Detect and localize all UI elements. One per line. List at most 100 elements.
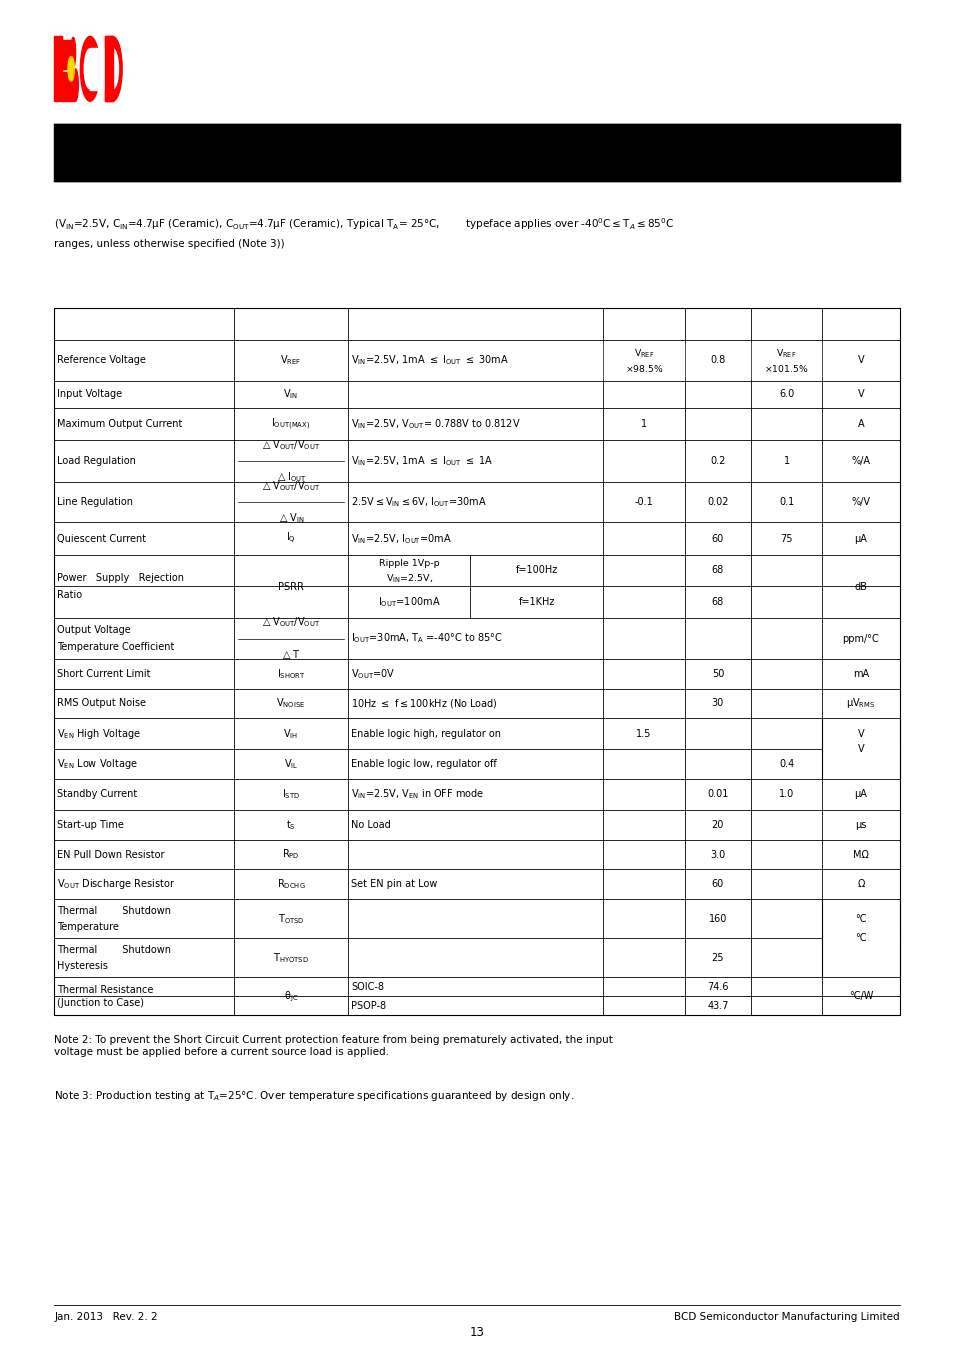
Text: Hysteresis: Hysteresis (57, 961, 108, 971)
Text: 1.0: 1.0 (779, 790, 793, 799)
Text: V$_{\rm IN}$=2.5V, 1mA $\leq$ I$_{\rm OUT}$ $\leq$ 30mA: V$_{\rm IN}$=2.5V, 1mA $\leq$ I$_{\rm OU… (351, 354, 508, 367)
Text: V$_{\rm IL}$: V$_{\rm IL}$ (283, 757, 298, 771)
Text: I$_{\rm STD}$: I$_{\rm STD}$ (281, 787, 300, 802)
Text: T$_{\rm HYOTSD}$: T$_{\rm HYOTSD}$ (273, 950, 309, 965)
Bar (54, 308, 899, 1015)
Ellipse shape (71, 38, 75, 68)
Text: 0.01: 0.01 (706, 790, 728, 799)
Text: °C: °C (854, 914, 866, 923)
Text: 1.5: 1.5 (636, 729, 651, 738)
Text: Ratio: Ratio (57, 590, 82, 599)
Text: PSRR: PSRR (277, 582, 304, 591)
Text: MΩ: MΩ (852, 849, 868, 860)
Text: Quiescent Current: Quiescent Current (57, 533, 146, 544)
Text: Line Regulation: Line Regulation (57, 497, 133, 508)
Text: R$_{\rm DCHG}$: R$_{\rm DCHG}$ (276, 878, 305, 891)
Text: 13: 13 (469, 1326, 484, 1339)
Text: Note 3: Production testing at T$_A$=25°C. Over temperature specifications guaran: Note 3: Production testing at T$_A$=25°C… (54, 1089, 574, 1103)
Text: 75: 75 (780, 533, 792, 544)
Text: Temperature: Temperature (57, 922, 119, 931)
Ellipse shape (103, 36, 122, 101)
Text: 74.6: 74.6 (706, 981, 728, 992)
Text: 0.1: 0.1 (779, 497, 793, 508)
Text: V$_{\rm IN}$=2.5V, V$_{\rm EN}$ in OFF mode: V$_{\rm IN}$=2.5V, V$_{\rm EN}$ in OFF m… (351, 787, 484, 802)
Text: No Load: No Load (351, 819, 391, 830)
Text: V$_{\rm REF}$: V$_{\rm REF}$ (776, 347, 796, 360)
Text: μV$_{\rm RMS}$: μV$_{\rm RMS}$ (845, 697, 875, 710)
Text: $\triangle$V$_{\rm IN}$: $\triangle$V$_{\rm IN}$ (277, 512, 304, 525)
Text: Note 2: To prevent the Short Circuit Current protection feature from being prema: Note 2: To prevent the Short Circuit Cur… (54, 1035, 613, 1057)
Text: 68: 68 (711, 566, 723, 575)
Text: V$_{\rm OUT}$=0V: V$_{\rm OUT}$=0V (351, 667, 395, 680)
Ellipse shape (107, 49, 118, 89)
Ellipse shape (80, 36, 100, 101)
Ellipse shape (84, 49, 95, 89)
Text: 68: 68 (711, 597, 723, 608)
Text: 0.02: 0.02 (706, 497, 728, 508)
Text: V$_{\rm EN}$ High Voltage: V$_{\rm EN}$ High Voltage (57, 726, 141, 741)
Text: (V$_{\rm IN}$=2.5V, C$_{\rm IN}$=4.7μF (Ceramic), C$_{\rm OUT}$=4.7μF (Ceramic),: (V$_{\rm IN}$=2.5V, C$_{\rm IN}$=4.7μF (… (54, 216, 674, 232)
Text: I$_{\rm OUT(MAX)}$: I$_{\rm OUT(MAX)}$ (271, 416, 311, 432)
Bar (105, 36, 112, 101)
Text: Thermal        Shutdown: Thermal Shutdown (57, 906, 171, 915)
Text: 160: 160 (708, 914, 726, 923)
Text: V$_{\rm IN}$=2.5V, V$_{\rm OUT}$= 0.788V to 0.812V: V$_{\rm IN}$=2.5V, V$_{\rm OUT}$= 0.788V… (351, 417, 520, 431)
Text: V$_{\rm IN}$=2.5V, I$_{\rm OUT}$=0mA: V$_{\rm IN}$=2.5V, I$_{\rm OUT}$=0mA (351, 532, 452, 545)
Text: Load Regulation: Load Regulation (57, 456, 136, 466)
Text: 3.0: 3.0 (710, 849, 724, 860)
Text: 10Hz $\leq$ f$\leq$100kHz (No Load): 10Hz $\leq$ f$\leq$100kHz (No Load) (351, 697, 497, 710)
Text: $\triangle$V$_{\rm OUT}$/V$_{\rm OUT}$: $\triangle$V$_{\rm OUT}$/V$_{\rm OUT}$ (261, 479, 320, 493)
Text: V$_{\rm REF}$: V$_{\rm REF}$ (633, 347, 654, 360)
Text: μA: μA (854, 790, 866, 799)
Bar (112, 39, 123, 99)
Text: V: V (857, 389, 863, 400)
Text: Set EN pin at Low: Set EN pin at Low (351, 879, 437, 890)
Text: V$_{\rm NOISE}$: V$_{\rm NOISE}$ (276, 697, 305, 710)
Text: 60: 60 (711, 533, 723, 544)
Text: $\times$101.5%: $\times$101.5% (763, 363, 808, 374)
Text: Thermal Resistance: Thermal Resistance (57, 984, 153, 995)
Bar (54, 124, 899, 181)
Text: 25: 25 (711, 953, 723, 963)
Text: I$_{\rm Q}$: I$_{\rm Q}$ (286, 531, 295, 547)
Text: T$_{\rm OTSD}$: T$_{\rm OTSD}$ (277, 911, 304, 926)
Text: V$_{\rm REF}$
$\times$98.5%: V$_{\rm REF}$ $\times$98.5% (623, 347, 663, 374)
Text: EN Pull Down Resistor: EN Pull Down Resistor (57, 849, 165, 860)
Text: R$_{\rm PD}$: R$_{\rm PD}$ (282, 848, 299, 861)
Text: °C: °C (854, 933, 866, 944)
Text: $\triangle$I$_{\rm OUT}$: $\triangle$I$_{\rm OUT}$ (275, 470, 306, 485)
Text: 1: 1 (782, 456, 789, 466)
Text: V$_{\rm OUT}$ Discharge Resistor: V$_{\rm OUT}$ Discharge Resistor (57, 878, 175, 891)
Text: Reference Voltage: Reference Voltage (57, 355, 146, 366)
Text: I$_{\rm OUT}$=30mA, T$_{\rm A}$ =-40°C to 85°C: I$_{\rm OUT}$=30mA, T$_{\rm A}$ =-40°C t… (351, 632, 502, 645)
Text: $\triangle$V$_{\rm OUT}$/V$_{\rm OUT}$: $\triangle$V$_{\rm OUT}$/V$_{\rm OUT}$ (261, 437, 320, 451)
Text: Maximum Output Current: Maximum Output Current (57, 418, 182, 429)
Bar (822, 934, 898, 942)
Text: dB: dB (854, 582, 866, 591)
Text: V$_{\rm IN}$=2.5V, 1mA $\leq$ I$_{\rm OUT}$ $\leq$ 1A: V$_{\rm IN}$=2.5V, 1mA $\leq$ I$_{\rm OU… (351, 454, 493, 468)
Text: PSOP-8: PSOP-8 (351, 1000, 386, 1011)
Text: f=1KHz: f=1KHz (518, 597, 555, 608)
Text: 30: 30 (711, 698, 723, 709)
Text: I$_{\rm SHORT}$: I$_{\rm SHORT}$ (276, 667, 305, 680)
Text: %/A: %/A (851, 456, 869, 466)
Bar (751, 342, 821, 379)
Text: 60: 60 (711, 879, 723, 890)
Text: Ω: Ω (857, 879, 863, 890)
Text: 20: 20 (711, 819, 723, 830)
Text: 50: 50 (711, 668, 723, 679)
Text: A: A (857, 418, 863, 429)
Text: 0.2: 0.2 (709, 456, 725, 466)
Text: Input Voltage: Input Voltage (57, 389, 122, 400)
Text: 0.8: 0.8 (710, 355, 724, 366)
Text: $\triangle$T: $\triangle$T (281, 648, 300, 662)
Text: RMS Output Noise: RMS Output Noise (57, 698, 146, 709)
Text: Power   Supply   Rejection: Power Supply Rejection (57, 574, 184, 583)
Text: V$_{\rm IN}$: V$_{\rm IN}$ (283, 387, 298, 401)
Bar (62, 39, 73, 69)
Text: °C/W: °C/W (848, 991, 872, 1002)
Text: ppm/°C: ppm/°C (841, 633, 879, 644)
Text: V$_{\rm REF}$: V$_{\rm REF}$ (280, 354, 301, 367)
Text: V$_{\rm IH}$: V$_{\rm IH}$ (283, 726, 298, 741)
Text: 2.5V$\leq$V$_{\rm IN}$$\leq$6V, I$_{\rm OUT}$=30mA: 2.5V$\leq$V$_{\rm IN}$$\leq$6V, I$_{\rm … (351, 495, 486, 509)
